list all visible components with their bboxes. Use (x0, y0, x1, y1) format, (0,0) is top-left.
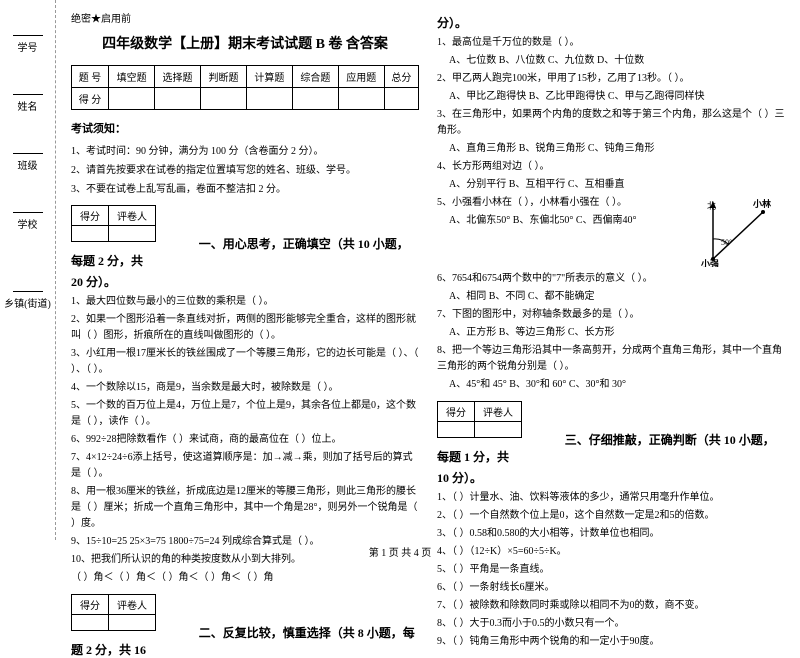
questions-3: 1、（ ）计量水、油、饮料等液体的多少，通常只用毫升作单位。 2、（ ）一个自然… (437, 490, 785, 650)
td (155, 88, 201, 110)
question: 9、15÷10=25 25×3=75 1800÷75=24 列成综合算式是（ ）… (71, 534, 419, 550)
notice-item: 2、请首先按要求在试卷的指定位置填写您的姓名、班级、学号。 (71, 161, 419, 176)
section3-tail: 10 分）。 (437, 469, 785, 486)
question: 9、（ ）钝角三角形中两个锐角的和一定小于90度。 (437, 634, 785, 650)
option: A、七位数 B、八位数 C、九位数 D、十位数 (437, 53, 785, 69)
question: 6、7654和6754两个数中的"7"所表示的意义（ ）。 (437, 271, 785, 287)
question: 8、（ ）大于0.3而小于0.5的小数只有一个。 (437, 616, 785, 632)
notice-header: 考试须知： (71, 120, 419, 136)
question: 5、一个数的百万位上是4，万位上是7，个位上是9，其余各位上都是0，这个数是（ … (71, 398, 419, 430)
question: 7、下图的图形中，对称轴条数最多的是（ ）。 (437, 307, 785, 323)
notice-item: 3、不要在试卷上乱写乱画，卷面不整洁扣 2 分。 (71, 180, 419, 195)
section-scorebox: 得分评卷人 (71, 594, 156, 631)
th: 题 号 (72, 66, 109, 88)
questions-1: 1、最大四位数与最小的三位数的乘积是（ ）。 2、如果一个图形沿着一条直线对折，… (71, 294, 419, 586)
question: 6、（ ）一条射线长6厘米。 (437, 580, 785, 596)
section-scorebox: 得分评卷人 (71, 205, 156, 242)
td (109, 88, 155, 110)
option: A、甲比乙跑得快 B、乙比甲跑得快 C、甲与乙跑得同样快 (437, 89, 785, 105)
direction-diagram: 北 小林 50° 小强 (701, 197, 781, 267)
th: 综合题 (292, 66, 338, 88)
question: 10、把我们所认识的角的种类按度数从小到大排列。 (71, 552, 419, 568)
question: 3、在三角形中，如果两个内角的度数之和等于第三个内角，那么这是个（ ）三角形。 (437, 107, 785, 139)
gutter-label: 学校 (0, 212, 55, 231)
binding-gutter: 学号 姓名 班级 学校 乡镇(街道) (0, 0, 56, 540)
question: 2、（ ）一个自然数个位上是0，这个自然数一定是2和5的倍数。 (437, 508, 785, 524)
question: 2、如果一个图形沿着一条直线对折，两侧的图形能够完全重合，这样的图形就叫（ ）图… (71, 312, 419, 344)
question: 7、（ ）被除数和除数同时乘或除以相同不为0的数，商不变。 (437, 598, 785, 614)
td (246, 88, 292, 110)
gutter-label: 学号 (0, 35, 55, 54)
notices: 1、考试时间：90 分钟，满分为 100 分（含卷面分 2 分）。 2、请首先按… (71, 142, 419, 195)
question: 4、一个数除以15，商是9，当余数是最大时，被除数是（ ）。 (71, 380, 419, 396)
secret-marker: 绝密★启用前 (71, 10, 419, 25)
question: 6、992÷28把除数看作（ ）来试商，商的最高位在（ ）位上。 (71, 432, 419, 448)
section-scorebox: 得分评卷人 (437, 401, 522, 438)
question: 5、（ ）平角是一条直线。 (437, 562, 785, 578)
option: A、分别平行 B、互相平行 C、互相垂直 (437, 177, 785, 193)
north-label: 北 (707, 201, 716, 211)
th: 填空题 (109, 66, 155, 88)
left-column: 绝密★启用前 四年级数学【上册】期末考试试题 B 卷 含答案 题 号 填空题 选… (71, 10, 419, 530)
td (292, 88, 338, 110)
question: 1、最大四位数与最小的三位数的乘积是（ ）。 (71, 294, 419, 310)
option: A、45°和 45° B、30°和 60° C、30°和 30° (437, 377, 785, 393)
th: 计算题 (246, 66, 292, 88)
gutter-label: 班级 (0, 153, 55, 172)
td: 得 分 (72, 88, 109, 110)
question: 8、用一根36厘米的铁丝，折成底边是12厘米的等腰三角形，则此三角形的腰长是（ … (71, 484, 419, 532)
gutter-label: 姓名 (0, 94, 55, 113)
exam-title: 四年级数学【上册】期末考试试题 B 卷 含答案 (71, 33, 419, 53)
th: 应用题 (338, 66, 384, 88)
gutter-label: 乡镇(街道) (0, 291, 55, 310)
question: （ ）角＜（ ）角＜（ ）角＜（ ）角＜（ ）角 (71, 570, 419, 586)
th: 判断题 (200, 66, 246, 88)
page: 学号 姓名 班级 学校 乡镇(街道) 绝密★启用前 四年级数学【上册】期末考试试… (0, 0, 800, 540)
question: 3、小红用一根17厘米长的铁丝围成了一个等腰三角形，它的边长可能是（ ）、（ ）… (71, 346, 419, 378)
question: 3、（ ）0.58和0.580的大小相等，计数单位也相同。 (437, 526, 785, 542)
angle-label: 50° (721, 238, 732, 247)
td (200, 88, 246, 110)
th: 选择题 (155, 66, 201, 88)
th: 总分 (384, 66, 418, 88)
question: 1、最高位是千万位的数是（ ）。 (437, 35, 785, 51)
td (384, 88, 418, 110)
content-columns: 绝密★启用前 四年级数学【上册】期末考试试题 B 卷 含答案 题 号 填空题 选… (56, 0, 800, 540)
td (338, 88, 384, 110)
question: 1、（ ）计量水、油、饮料等液体的多少，通常只用毫升作单位。 (437, 490, 785, 506)
section1-tail: 20 分）。 (71, 273, 419, 290)
right-column: 分）。 1、最高位是千万位的数是（ ）。 A、七位数 B、八位数 C、九位数 D… (437, 10, 785, 530)
option: A、正方形 B、等边三角形 C、长方形 (437, 325, 785, 341)
question: 4、（ ）（12÷K）×5=60÷5÷K。 (437, 544, 785, 560)
question: 4、长方形两组对边（ ）。 (437, 159, 785, 175)
notice-item: 1、考试时间：90 分钟，满分为 100 分（含卷面分 2 分）。 (71, 142, 419, 157)
question: 2、甲乙两人跑完100米，甲用了15秒，乙用了13秒。（ ）。 (437, 71, 785, 87)
option: A、直角三角形 B、锐角三角形 C、钝角三角形 (437, 141, 785, 157)
questions-2: 1、最高位是千万位的数是（ ）。 A、七位数 B、八位数 C、九位数 D、十位数… (437, 35, 785, 393)
score-table: 题 号 填空题 选择题 判断题 计算题 综合题 应用题 总分 得 分 (71, 65, 419, 110)
name-label: 小林 (752, 198, 772, 209)
question: 7、4×12÷24÷6添上括号，使这道算顺序是：加→减→乘，则加了括号后的算式是… (71, 450, 419, 482)
question: 8、把一个等边三角形沿其中一条高剪开，分成两个直角三角形，其中一个直角三角形的两… (437, 343, 785, 375)
section2-tail: 分）。 (437, 14, 785, 31)
me-label: 小强 (701, 258, 719, 267)
option: A、相同 B、不同 C、都不能确定 (437, 289, 785, 305)
